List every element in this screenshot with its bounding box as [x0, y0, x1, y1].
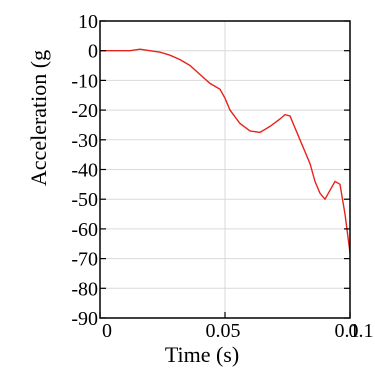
y-axis-title: Acceleration (g: [26, 50, 51, 186]
y-tick-labels: 10 0 -10 -20 -30 -40 -50 -60 -70 -80 -90: [71, 11, 98, 330]
x-axis-title: Time (s): [165, 342, 239, 367]
x-tick-label-0: 0: [102, 320, 112, 342]
y-tick-label-9: -80: [71, 278, 98, 300]
y-tick-label-6: -50: [71, 189, 98, 211]
y-tick-label-3: -20: [71, 100, 98, 122]
y-tick-label-8: -70: [71, 249, 98, 271]
x-tick-label-2: 0.1: [335, 320, 360, 342]
grid-lines: [100, 21, 351, 318]
x-tick-label-3: 0.1: [349, 320, 374, 342]
axis-ticks: [99, 20, 351, 319]
x-tick-label-1: 0.05: [206, 320, 241, 342]
y-tick-label-1: 0: [88, 41, 98, 63]
series-layer: [100, 48, 350, 255]
y-tick-label-7: -60: [71, 219, 98, 241]
series-line-0: [100, 48, 350, 255]
y-tick-label-5: -40: [71, 160, 98, 182]
y-tick-label-0: 10: [78, 11, 98, 33]
x-tick-labels: 0 0.05 0.10.1: [102, 320, 374, 342]
y-tick-label-2: -10: [71, 70, 98, 92]
y-tick-label-10: -90: [71, 308, 98, 330]
y-tick-label-4: -30: [71, 130, 98, 152]
